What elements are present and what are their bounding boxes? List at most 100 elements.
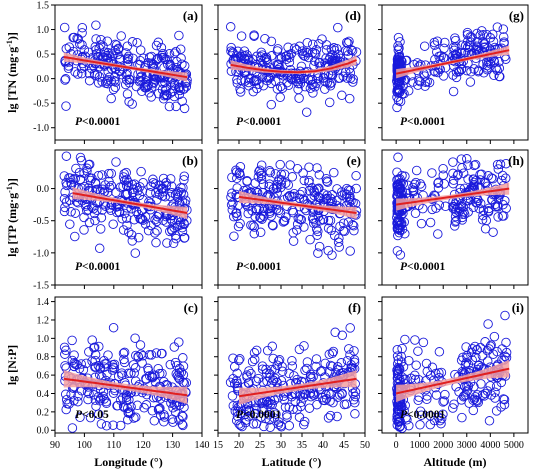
data-point: [258, 206, 269, 216]
data-point: [311, 354, 322, 364]
data-point: [453, 202, 463, 213]
data-point: [261, 73, 271, 83]
data-point: [84, 217, 95, 228]
data-point: [101, 398, 112, 409]
data-point: [305, 372, 316, 382]
data-point: [469, 179, 479, 190]
data-point: [501, 337, 511, 348]
data-point: [472, 396, 482, 406]
data-point: [265, 422, 275, 433]
panel-label: (c): [184, 300, 198, 315]
data-point: [275, 92, 285, 103]
data-point: [138, 351, 148, 361]
data-point: [456, 47, 467, 58]
y-tick-label: 1.2: [37, 315, 50, 326]
data-point: [408, 182, 418, 193]
data-point: [273, 60, 283, 70]
data-point: [448, 175, 459, 185]
fit-line: [230, 59, 357, 74]
data-point: [392, 102, 402, 113]
data-point: [273, 356, 284, 366]
data-point: [84, 68, 95, 79]
marks-g: [392, 22, 511, 113]
data-point: [283, 50, 294, 60]
data-point: [249, 76, 259, 87]
data-point: [394, 85, 404, 96]
data-point: [411, 360, 421, 370]
data-point: [293, 84, 303, 95]
data-point: [325, 410, 336, 421]
data-point: [90, 395, 101, 405]
data-point: [243, 412, 254, 422]
data-point: [500, 310, 510, 321]
data-point: [141, 400, 152, 410]
data-point: [256, 160, 267, 170]
x-axis-title: Latitude (°): [262, 455, 322, 469]
x-tick-label: 25: [255, 440, 265, 451]
data-point: [253, 373, 264, 384]
data-point: [300, 51, 310, 62]
marks-c: [59, 322, 192, 433]
data-point: [495, 159, 506, 170]
data-point: [312, 230, 322, 240]
x-tick-label: 100: [77, 440, 92, 451]
data-point: [257, 361, 268, 371]
data-point: [488, 174, 498, 184]
data-point: [292, 405, 302, 415]
data-point: [96, 34, 106, 45]
data-point: [95, 40, 106, 50]
data-point: [135, 45, 146, 55]
data-point: [462, 27, 473, 38]
data-point: [394, 404, 404, 414]
data-point: [397, 343, 407, 354]
data-point: [149, 74, 160, 84]
data-point: [255, 165, 265, 175]
data-point: [308, 88, 318, 98]
data-point: [61, 151, 72, 161]
panel-h: (h) P<0.0001: [378, 149, 529, 289]
data-point: [497, 170, 508, 181]
data-point: [119, 347, 130, 358]
data-point: [67, 423, 78, 433]
marks-i: [392, 310, 512, 433]
data-point: [143, 57, 153, 68]
data-point: [288, 207, 299, 218]
data-point: [106, 180, 117, 191]
data-point: [232, 173, 242, 184]
data-point: [108, 84, 119, 95]
data-point: [448, 403, 458, 413]
data-point: [462, 154, 472, 164]
data-point: [112, 401, 122, 411]
data-point: [351, 183, 361, 194]
data-point: [91, 48, 102, 59]
data-point: [498, 24, 509, 34]
y-axis-title: lg [N:P]: [5, 345, 19, 385]
data-point: [323, 223, 334, 234]
data-point: [175, 85, 185, 96]
data-point: [448, 168, 458, 179]
data-point: [150, 377, 161, 387]
data-point: [478, 30, 488, 40]
panel-label: (a): [183, 8, 198, 23]
data-point: [322, 177, 333, 187]
data-point: [103, 48, 113, 58]
data-point: [251, 345, 262, 356]
data-point: [232, 74, 242, 85]
data-point: [94, 72, 105, 82]
data-point: [464, 41, 475, 51]
data-point: [477, 26, 487, 36]
data-point: [419, 71, 430, 81]
data-point: [392, 180, 402, 191]
data-point: [316, 366, 327, 376]
data-point: [272, 84, 283, 94]
data-point: [392, 367, 403, 377]
x-tick-label: 140: [195, 440, 210, 451]
data-point: [466, 67, 476, 77]
data-point: [425, 419, 436, 430]
data-point: [84, 388, 94, 399]
data-point: [72, 359, 82, 370]
data-point: [278, 217, 289, 227]
data-point: [127, 37, 138, 47]
data-point: [87, 335, 97, 345]
panel-label: (i): [512, 300, 524, 315]
